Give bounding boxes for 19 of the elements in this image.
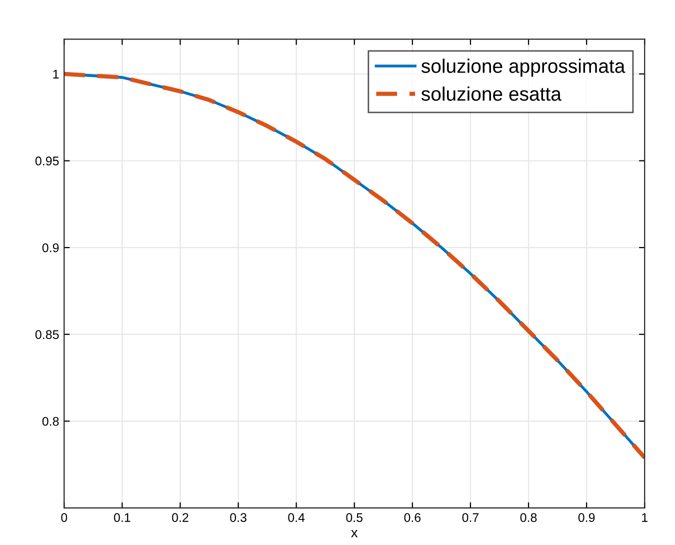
y-tick-label: 0.95 — [35, 156, 59, 166]
y-tick-label: 0.8 — [42, 416, 59, 426]
x-tick-label: 0.5 — [346, 513, 363, 522]
y-tick-label: 0.9 — [42, 243, 59, 252]
x-tick-label: 0.7 — [462, 513, 479, 522]
x-tick-label: 0.6 — [404, 513, 421, 522]
y-tick-label: 1 — [53, 70, 59, 78]
legend-label: soluzione approssimata — [421, 58, 626, 77]
x-tick-label: 0.9 — [578, 513, 595, 522]
x-tick-label: 0 — [61, 513, 68, 522]
x-tick-label: 1 — [642, 513, 648, 522]
x-tick-label: 0.2 — [172, 513, 188, 522]
x-tick-label: 0.1 — [114, 513, 130, 522]
x-tick-label: 0.8 — [520, 513, 537, 522]
x-tick-label: 0.3 — [230, 513, 246, 522]
x-axis-title: x — [351, 530, 358, 538]
legend-label: soluzione esatta — [421, 86, 562, 101]
x-tick-label: 0.4 — [288, 513, 305, 522]
y-tick-label: 0.85 — [35, 330, 59, 339]
